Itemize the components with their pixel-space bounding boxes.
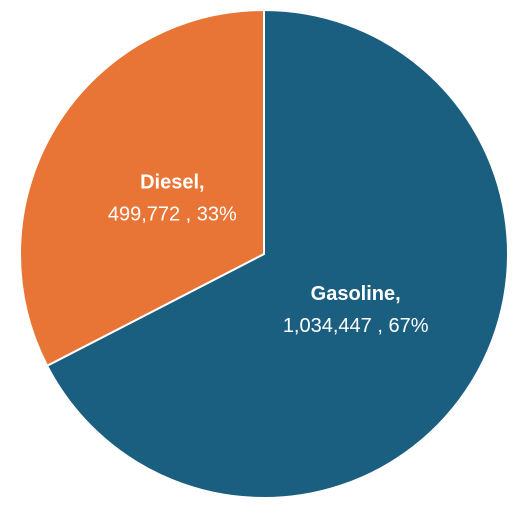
pie-slice — [19, 8, 265, 368]
slice-value-label: 1,034,447 , 67% — [283, 315, 429, 337]
slice-name: Diesel, — [140, 171, 204, 193]
pie-slice — [45, 8, 509, 499]
slice-name: Gasoline, — [311, 283, 401, 305]
slice-value-label: 499,772 , 33% — [108, 203, 237, 225]
